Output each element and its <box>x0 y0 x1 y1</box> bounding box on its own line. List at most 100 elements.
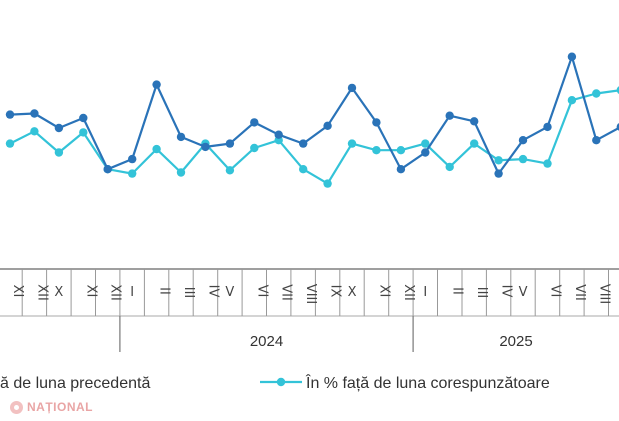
svg-text:XI: XI <box>83 285 98 298</box>
x-tick-label: X <box>348 285 357 300</box>
legend-text-series-2: În % față de luna corespunzătoare <box>305 373 550 392</box>
series-2-point <box>347 139 357 148</box>
series-1-point <box>616 123 619 131</box>
series-2-point <box>567 96 577 105</box>
series-2-point <box>299 165 308 174</box>
series-2-point <box>30 127 39 136</box>
series-1-point <box>152 80 161 89</box>
x-tick-label: VIII <box>303 284 318 304</box>
x-tick-label: IV <box>205 285 220 298</box>
x-tick-label: IV <box>499 285 514 298</box>
watermark-logo: NAȚIONAL <box>10 400 93 414</box>
x-tick-label: XII <box>34 284 49 301</box>
x-tick-label: II <box>157 287 172 295</box>
x-tick-label: I <box>130 285 134 300</box>
x-tick-label: XI <box>10 285 25 298</box>
series-2-point <box>54 148 64 157</box>
x-tick-label: II <box>450 287 465 295</box>
svg-text:XII: XII <box>34 284 49 301</box>
svg-text:VIII: VIII <box>303 284 318 304</box>
series-2-point <box>494 156 503 165</box>
svg-text:IV: IV <box>205 285 220 298</box>
series-2-point <box>543 159 552 168</box>
x-tick-label: VIII <box>596 284 611 304</box>
svg-text:III: III <box>181 287 196 299</box>
series-1-point <box>567 52 577 61</box>
x-tick-label: XI <box>83 285 98 298</box>
svg-text:VI: VI <box>548 285 563 298</box>
svg-text:VIII: VIII <box>596 284 611 304</box>
series-1-point <box>494 169 503 178</box>
series-2-point <box>592 89 601 98</box>
series-2-point <box>445 162 454 172</box>
series-1-point <box>299 139 308 148</box>
series-2-point <box>250 143 259 153</box>
svg-text:XI: XI <box>376 285 391 298</box>
x-tick-label: III <box>181 287 196 299</box>
series-2-point <box>152 144 161 154</box>
x-tick-label: VII <box>572 284 587 301</box>
series-2-point <box>396 146 406 155</box>
series-1-point <box>250 118 259 127</box>
series-1-point <box>518 136 528 145</box>
x-tick-label: V <box>519 285 528 300</box>
svg-text:VII: VII <box>279 284 294 301</box>
watermark-text: NAȚIONAL <box>27 400 93 414</box>
svg-text:X: X <box>54 285 63 300</box>
series-1-point <box>274 130 283 139</box>
series-1-point <box>421 148 430 157</box>
svg-text:VII: VII <box>572 284 587 301</box>
year-label: 2025 <box>499 333 532 350</box>
svg-text:II: II <box>450 287 465 295</box>
svg-text:X: X <box>348 285 357 300</box>
svg-text:VI: VI <box>254 285 269 298</box>
x-tick-label: III <box>474 287 489 299</box>
series-2-point <box>5 139 15 148</box>
svg-text:V: V <box>519 285 528 300</box>
svg-text:III: III <box>474 287 489 299</box>
series-1-point <box>470 117 479 126</box>
logo-icon <box>10 400 23 414</box>
svg-text:I: I <box>130 285 134 300</box>
svg-text:V: V <box>225 285 234 300</box>
series-1-point <box>347 83 357 93</box>
x-tick-label: V <box>225 285 234 300</box>
svg-text:II: II <box>157 287 172 295</box>
series-2-point <box>79 128 88 137</box>
x-tick-label: I <box>423 285 427 300</box>
series-1-point <box>396 165 406 174</box>
series-2-point <box>470 139 479 148</box>
series-1-point <box>79 113 88 123</box>
svg-text:XI: XI <box>10 285 25 298</box>
series-2-point <box>616 86 619 94</box>
series-1-point <box>5 110 15 119</box>
series-2-point <box>176 168 186 177</box>
x-tick-label: XII <box>108 284 123 301</box>
series-1-point <box>103 165 112 174</box>
series-1-point <box>225 139 235 148</box>
svg-text:I: I <box>423 285 427 300</box>
x-tick-label: VI <box>254 285 269 298</box>
series-2-point <box>225 166 235 175</box>
series-line-1 <box>8 55 619 175</box>
x-tick-label: IX <box>328 285 343 298</box>
series-1-point <box>323 121 332 130</box>
series-2-point <box>323 179 332 188</box>
series-1-point <box>128 154 137 164</box>
svg-text:IV: IV <box>499 285 514 298</box>
series-1-point <box>176 132 186 142</box>
svg-text:IX: IX <box>328 285 343 298</box>
series-2-point <box>421 139 430 148</box>
series-2-point <box>128 169 137 178</box>
legend-text-series-1: ă de luna precedentă <box>0 375 150 392</box>
svg-text:XII: XII <box>401 284 416 301</box>
x-tick-label: VII <box>279 284 294 301</box>
x-tick-label: VI <box>548 285 563 298</box>
series-1-point <box>372 118 381 127</box>
series-1-point <box>592 136 601 145</box>
year-label: 2024 <box>250 333 283 350</box>
series-2-point <box>372 146 381 155</box>
svg-text:XII: XII <box>108 284 123 301</box>
series-1-point <box>445 111 454 120</box>
